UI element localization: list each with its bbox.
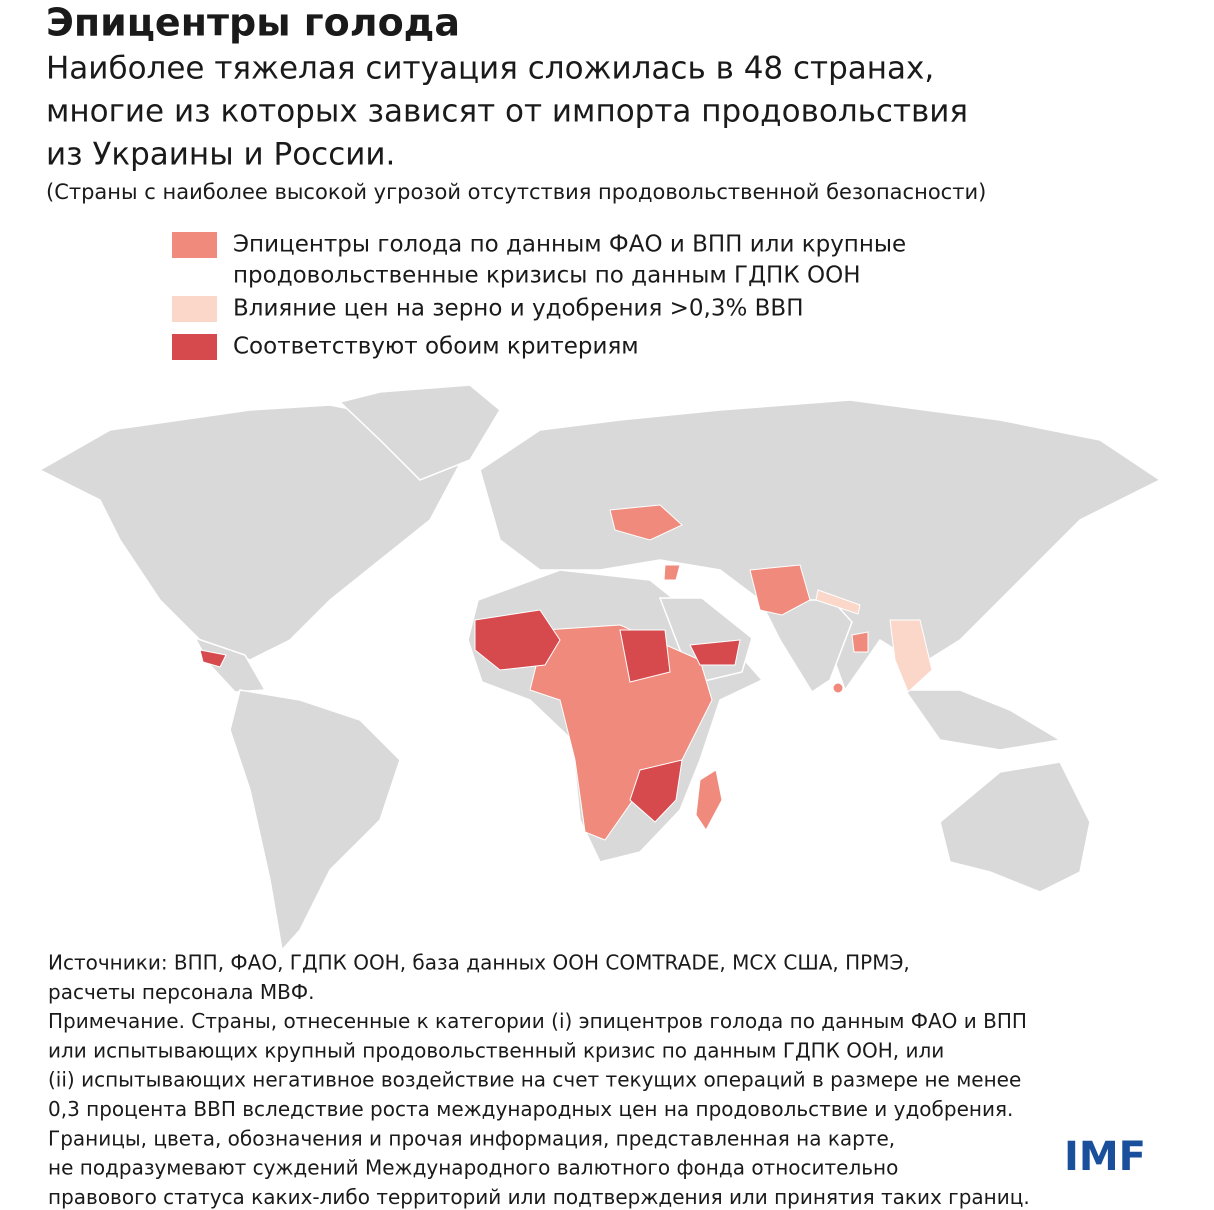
subtitle: многие из которых зависят от импорта про… [46, 94, 968, 130]
land [939, 761, 1091, 893]
footer-line: Границы, цвета, обозначения и прочая инф… [48, 1126, 895, 1150]
land [903, 689, 1063, 751]
region [199, 649, 227, 668]
logo-bg [1058, 1140, 1158, 1176]
footer-line: или испытывающих крупный продовольственн… [48, 1038, 944, 1062]
note: (Страны с наиболее высокой угрозой отсут… [46, 180, 986, 204]
region [629, 759, 683, 823]
legend-swatch [172, 296, 217, 322]
footer-line: Источники: ВПП, ФАО, ГДПК ООН, база данн… [48, 951, 910, 975]
land [338, 384, 501, 481]
legend-label: Эпицентры голода по данным ФАО и ВПП или… [233, 232, 906, 258]
region [619, 629, 671, 683]
legend-swatch [172, 232, 217, 258]
subtitle: Наиболее тяжелая ситуация сложилась в 48… [46, 51, 934, 87]
footer-line: 0,3 процента ВВП вследствие роста междун… [48, 1097, 1013, 1121]
footer-line: Примечание. Страны, отнесенные к категор… [48, 1009, 1027, 1033]
region [474, 609, 561, 671]
region [695, 769, 723, 831]
legend-label: Соответствуют обоим критериям [233, 334, 639, 360]
region [815, 589, 861, 615]
footer-line: правового статуса каких-либо территорий … [48, 1185, 1030, 1209]
region [529, 624, 713, 841]
region [749, 564, 811, 616]
land [38, 404, 472, 661]
footer-line: расчеты персонала МВФ. [48, 980, 314, 1004]
footer-line: не подразумевают суждений Международного… [48, 1156, 898, 1180]
legend-label: продовольственные кризисы по данным ГДПК… [233, 263, 861, 289]
footer-line: (ii) испытывающих негативное воздействие… [48, 1068, 1021, 1092]
legend-swatch [172, 334, 217, 360]
land [229, 689, 401, 952]
region [663, 564, 681, 581]
region [851, 631, 869, 653]
land [758, 599, 853, 694]
region [832, 682, 844, 694]
region [689, 639, 741, 666]
region [889, 619, 933, 693]
legend-label: Влияние цен на зерно и удобрения >0,3% В… [233, 296, 804, 322]
region [609, 504, 683, 541]
subtitle: из Украины и России. [46, 137, 395, 173]
logo: IMF [1064, 1134, 1146, 1180]
title: Эпицентры голода [46, 1, 460, 45]
land [479, 399, 1162, 692]
world-map [38, 384, 1162, 952]
